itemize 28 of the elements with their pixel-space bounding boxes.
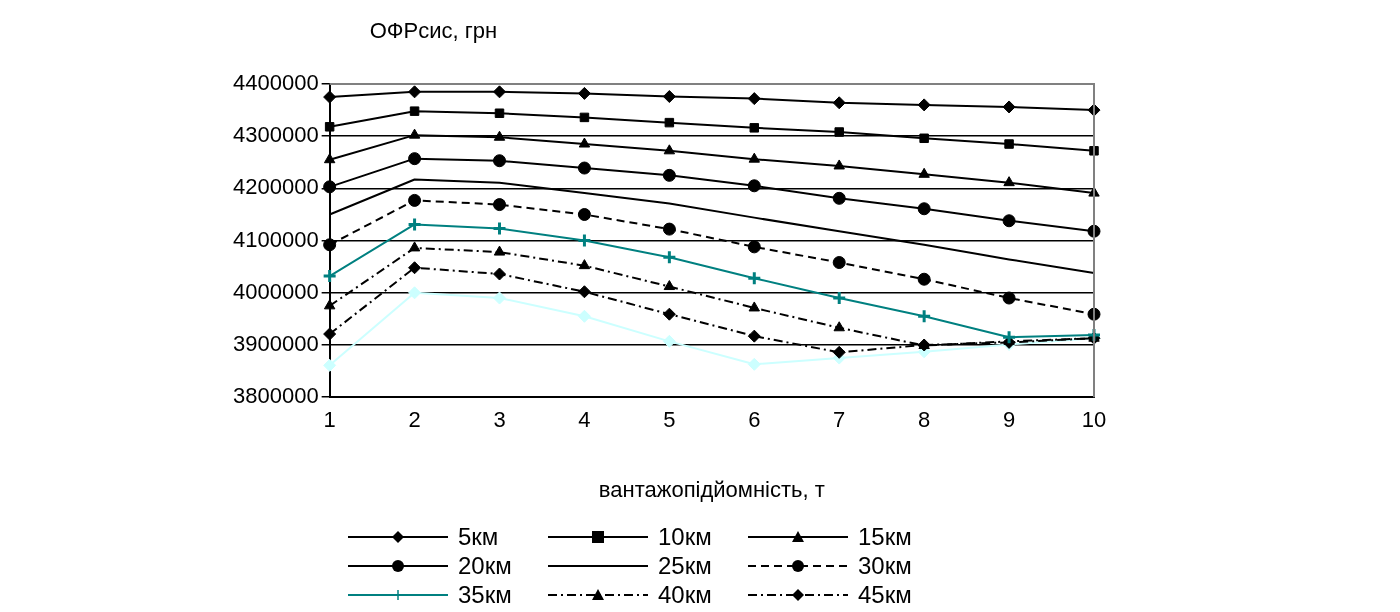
legend-label: 5км bbox=[458, 522, 499, 551]
legend-label: 10км bbox=[658, 522, 712, 551]
x-tick-label: 5 bbox=[663, 407, 676, 433]
x-tick-label: 6 bbox=[748, 407, 761, 433]
legend-label: 20км bbox=[458, 551, 512, 580]
y-tick-label: 4000000 bbox=[232, 278, 319, 304]
y-tick-label: 4100000 bbox=[232, 226, 319, 252]
x-tick-label: 9 bbox=[1002, 407, 1016, 433]
y-tick-label: 4200000 bbox=[232, 174, 319, 200]
y-tick-label: 3900000 bbox=[232, 331, 319, 357]
y-tick-label: 3800000 bbox=[232, 383, 319, 409]
x-tick-label: 7 bbox=[833, 407, 846, 433]
x-tick-label: 3 bbox=[493, 407, 506, 433]
legend-label: 25км bbox=[658, 551, 712, 580]
x-tick-label: 10 bbox=[1081, 407, 1107, 433]
legend-label: 40км bbox=[658, 580, 712, 609]
legend-label: 30км bbox=[858, 551, 912, 580]
y-tick-label: 4300000 bbox=[232, 122, 319, 148]
x-axis-title: вантажопідйомність, т bbox=[598, 476, 825, 502]
legend-label: 35км bbox=[458, 580, 512, 609]
legend-label: 45км bbox=[858, 580, 912, 609]
x-tick-label: 4 bbox=[578, 407, 591, 433]
x-tick-label: 1 bbox=[323, 407, 336, 433]
legend-label: 15км bbox=[858, 522, 912, 551]
x-tick-label: 2 bbox=[408, 407, 421, 433]
y-axis-title: ОФРсис, грн bbox=[369, 18, 498, 44]
y-tick-label: 4400000 bbox=[232, 70, 319, 96]
x-tick-label: 8 bbox=[918, 407, 931, 433]
